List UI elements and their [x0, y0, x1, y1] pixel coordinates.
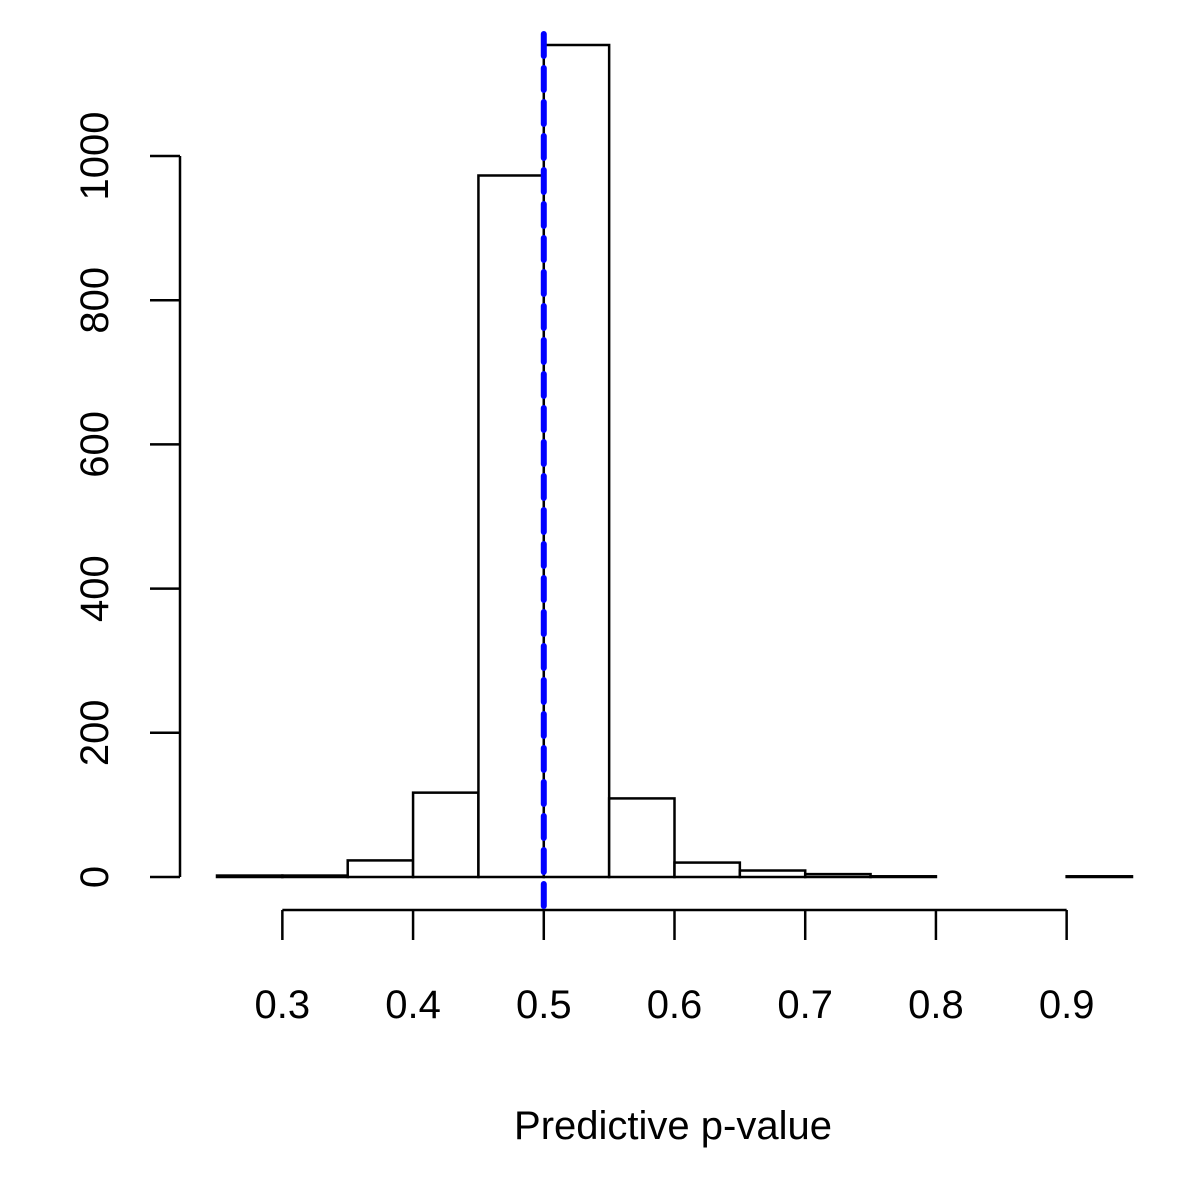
y-tick-label-5: 1000 — [73, 112, 117, 201]
y-tick-label-0: 0 — [73, 866, 117, 888]
histogram-bar-6 — [607, 797, 676, 879]
x-tick-label-4: 0.7 — [777, 983, 833, 1027]
x-tick-label-5: 0.8 — [908, 983, 964, 1027]
histogram-bar-2 — [346, 859, 415, 879]
x-tick-label-0: 0.3 — [255, 983, 311, 1027]
y-tick-label-1: 200 — [73, 699, 117, 766]
histogram-bar-5 — [542, 43, 611, 879]
y-axis: 0 200 400 600 800 1000 — [73, 112, 182, 888]
histogram-bars — [215, 43, 1134, 879]
y-tick-label-4: 800 — [73, 267, 117, 334]
y-tick-label-2: 400 — [73, 555, 117, 622]
histogram-bar-10 — [869, 875, 938, 879]
x-tick-label-3: 0.6 — [647, 983, 703, 1027]
x-axis-title: Predictive p-value — [514, 1104, 832, 1148]
histogram-bar-13 — [1065, 875, 1134, 879]
x-axis: 0.3 0.4 0.5 0.6 0.7 0.8 0.9 — [255, 908, 1095, 1027]
y-tick-label-3: 600 — [73, 411, 117, 478]
histogram-bar-3 — [411, 791, 480, 879]
x-tick-label-2: 0.5 — [516, 983, 572, 1027]
histogram-bar-7 — [673, 861, 742, 879]
histogram-bar-4 — [477, 174, 546, 879]
x-tick-label-1: 0.4 — [385, 983, 441, 1027]
histogram-bar-8 — [738, 869, 807, 879]
histogram-bar-1 — [281, 874, 349, 879]
histogram-bar-9 — [803, 872, 872, 879]
x-tick-label-6: 0.9 — [1039, 983, 1095, 1027]
histogram-bar-0 — [215, 874, 284, 879]
